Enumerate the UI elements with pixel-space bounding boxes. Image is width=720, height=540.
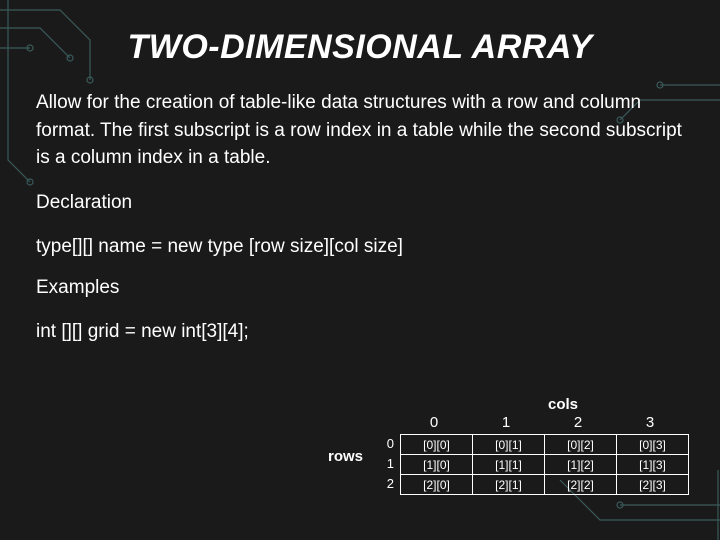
grid-cell: [0][3]: [617, 435, 689, 455]
grid-cell: [1][3]: [617, 455, 689, 475]
col-header: 3: [614, 414, 686, 431]
grid-cell: [0][0]: [401, 435, 473, 455]
slide-title: TWO-DIMENSIONAL ARRAY: [36, 28, 684, 67]
row-header: 2: [382, 474, 394, 494]
grid-cell: [2][1]: [473, 475, 545, 495]
rows-axis-label: rows: [328, 448, 363, 465]
column-headers: 0 1 2 3: [398, 414, 686, 431]
col-header: 0: [398, 414, 470, 431]
grid-cell: [1][1]: [473, 455, 545, 475]
examples-label: Examples: [36, 275, 684, 302]
row-header: 0: [382, 434, 394, 454]
col-header: 1: [470, 414, 542, 431]
row-headers: 0 1 2: [382, 434, 394, 494]
grid-cell: [0][1]: [473, 435, 545, 455]
declaration-label: Declaration: [36, 190, 684, 217]
grid-cell: [1][0]: [401, 455, 473, 475]
table-row: [2][0] [2][1] [2][2] [2][3]: [401, 475, 689, 495]
row-header: 1: [382, 454, 394, 474]
table-row: [1][0] [1][1] [1][2] [1][3]: [401, 455, 689, 475]
intro-paragraph: Allow for the creation of table-like dat…: [36, 89, 684, 172]
slide-content: TWO-DIMENSIONAL ARRAY Allow for the crea…: [0, 0, 720, 346]
grid-cell: [2][3]: [617, 475, 689, 495]
grid-cell: [1][2]: [545, 455, 617, 475]
grid-cell: [2][2]: [545, 475, 617, 495]
cols-axis-label: cols: [548, 396, 578, 413]
col-header: 2: [542, 414, 614, 431]
grid-cell: [2][0]: [401, 475, 473, 495]
grid-cell: [0][2]: [545, 435, 617, 455]
code-example: int [][] grid = new int[3][4];: [36, 319, 684, 346]
array-grid-table: [0][0] [0][1] [0][2] [0][3] [1][0] [1][1…: [400, 434, 689, 495]
syntax-line: type[][] name = new type [row size][col …: [36, 234, 684, 261]
table-row: [0][0] [0][1] [0][2] [0][3]: [401, 435, 689, 455]
